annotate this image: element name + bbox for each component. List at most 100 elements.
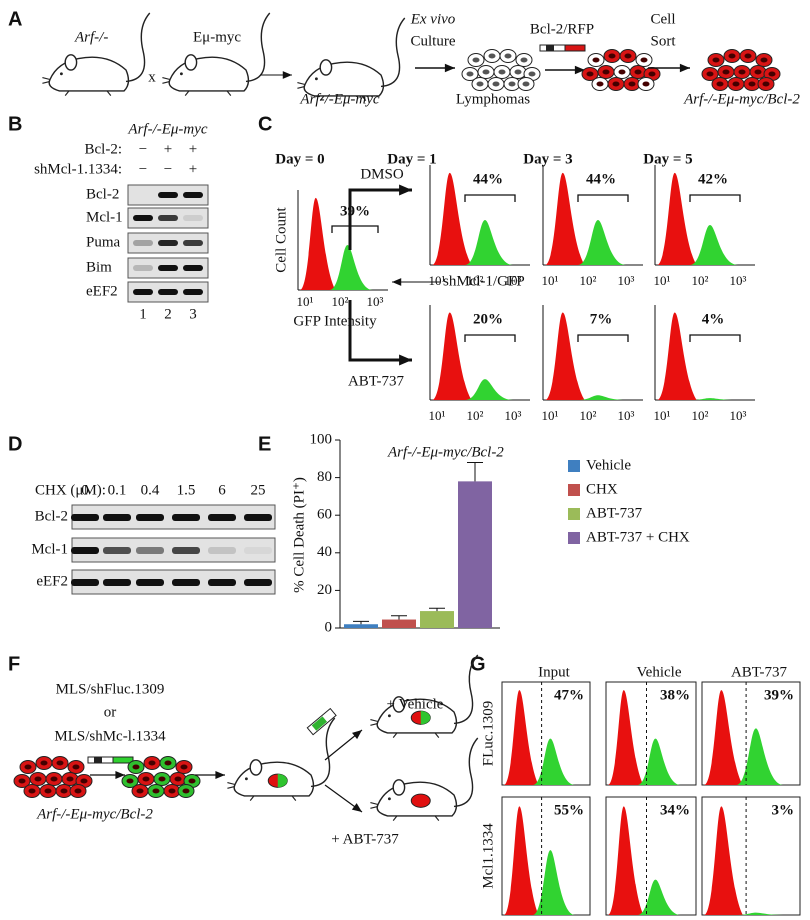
- mouse-eye: [59, 72, 63, 76]
- arrow-head: [352, 730, 362, 740]
- mouse-tail: [380, 17, 406, 88]
- nucleus: [168, 788, 176, 794]
- arrow: [348, 300, 400, 362]
- legend-label: Vehicle: [586, 457, 631, 473]
- label: DMSO: [360, 166, 404, 182]
- label: +: [189, 141, 197, 157]
- histogram-green: [532, 738, 576, 785]
- mouse-eye: [387, 797, 391, 801]
- y-tick-label: 0: [325, 619, 333, 635]
- panel-label: D: [8, 433, 22, 455]
- bar: [344, 624, 378, 628]
- legend-swatch: [568, 484, 580, 496]
- label: 2: [164, 306, 172, 322]
- nucleus: [712, 57, 720, 63]
- label: −: [164, 161, 172, 177]
- nucleus: [754, 69, 762, 75]
- band: [136, 514, 164, 521]
- nucleus: [732, 81, 740, 87]
- band: [133, 265, 153, 271]
- mouse-legs: [370, 802, 440, 822]
- band: [183, 215, 203, 221]
- histogram-green: [637, 738, 681, 785]
- label: Day = 5: [643, 151, 692, 167]
- label: 38%: [660, 687, 690, 703]
- label: 10¹: [429, 273, 446, 288]
- mouse-ear: [249, 759, 263, 776]
- tumor: [410, 793, 431, 808]
- label: Bcl-2/RFP: [530, 21, 594, 37]
- nucleus: [60, 788, 68, 794]
- band: [172, 547, 200, 554]
- band: [158, 192, 178, 198]
- nucleus: [188, 778, 196, 784]
- nucleus: [648, 71, 656, 77]
- nucleus: [618, 69, 626, 75]
- label: 4%: [702, 311, 725, 327]
- nucleus: [722, 69, 730, 75]
- label: 44%: [586, 171, 616, 187]
- legend-label: CHX: [586, 481, 618, 497]
- histogram-green: [637, 879, 681, 915]
- label: GFP Intensity: [293, 313, 377, 329]
- label: or: [104, 704, 117, 720]
- panel-label: B: [8, 113, 22, 135]
- nucleus: [132, 764, 140, 770]
- y-axis-label: % Cell Death (PI⁺): [291, 477, 307, 593]
- label: Arf-/-Eμ-myc: [127, 121, 208, 137]
- nucleus: [18, 778, 26, 784]
- mouse-eye: [244, 777, 248, 781]
- band: [71, 514, 99, 521]
- label: 44%: [473, 171, 503, 187]
- label: ABT-737: [731, 664, 788, 680]
- label: 34%: [660, 802, 690, 818]
- gate: [689, 194, 741, 202]
- label: Input: [538, 664, 570, 680]
- arrow-head: [444, 63, 455, 73]
- label: 39%: [340, 203, 370, 219]
- mouse-ear: [319, 59, 333, 76]
- nucleus: [126, 778, 134, 784]
- label: Culture: [411, 33, 456, 49]
- nucleus: [640, 57, 648, 63]
- band: [158, 240, 178, 246]
- band: [208, 547, 236, 554]
- syringe-drug: [311, 716, 327, 731]
- label: Bcl-2: [86, 186, 119, 202]
- nucleus: [514, 69, 522, 75]
- label: shMcl-1/GFP: [443, 273, 525, 289]
- band: [244, 547, 272, 554]
- mouse-tail: [310, 717, 336, 788]
- histogram-red: [503, 690, 539, 785]
- nucleus: [748, 81, 756, 87]
- nucleus: [612, 81, 620, 87]
- label: shMcl-1.1334:: [34, 161, 122, 177]
- nucleus: [472, 57, 480, 63]
- band: [133, 215, 153, 221]
- label: MLS/shFluc.1309: [56, 681, 165, 697]
- band: [183, 265, 203, 271]
- label: ABT-737: [348, 373, 405, 389]
- label: 10¹: [297, 294, 314, 309]
- mouse-ear: [392, 779, 406, 796]
- band: [244, 514, 272, 521]
- label: 10¹: [542, 273, 559, 288]
- nucleus: [56, 760, 64, 766]
- label: 0: [81, 482, 89, 498]
- histogram-red: [545, 312, 585, 400]
- label: Cell: [651, 11, 676, 27]
- nucleus: [80, 778, 88, 784]
- label: −: [139, 141, 147, 157]
- histogram-green: [736, 912, 784, 915]
- label: 10²: [692, 273, 709, 288]
- label: Lymphomas: [456, 91, 530, 107]
- label: CHX (μM):: [35, 482, 106, 498]
- nucleus: [592, 57, 600, 63]
- label: 25: [251, 482, 266, 498]
- label: 10³: [367, 294, 384, 309]
- arrow: [348, 188, 400, 250]
- label: 10³: [618, 408, 635, 423]
- nucleus: [174, 776, 182, 782]
- y-tick-label: 80: [317, 469, 332, 485]
